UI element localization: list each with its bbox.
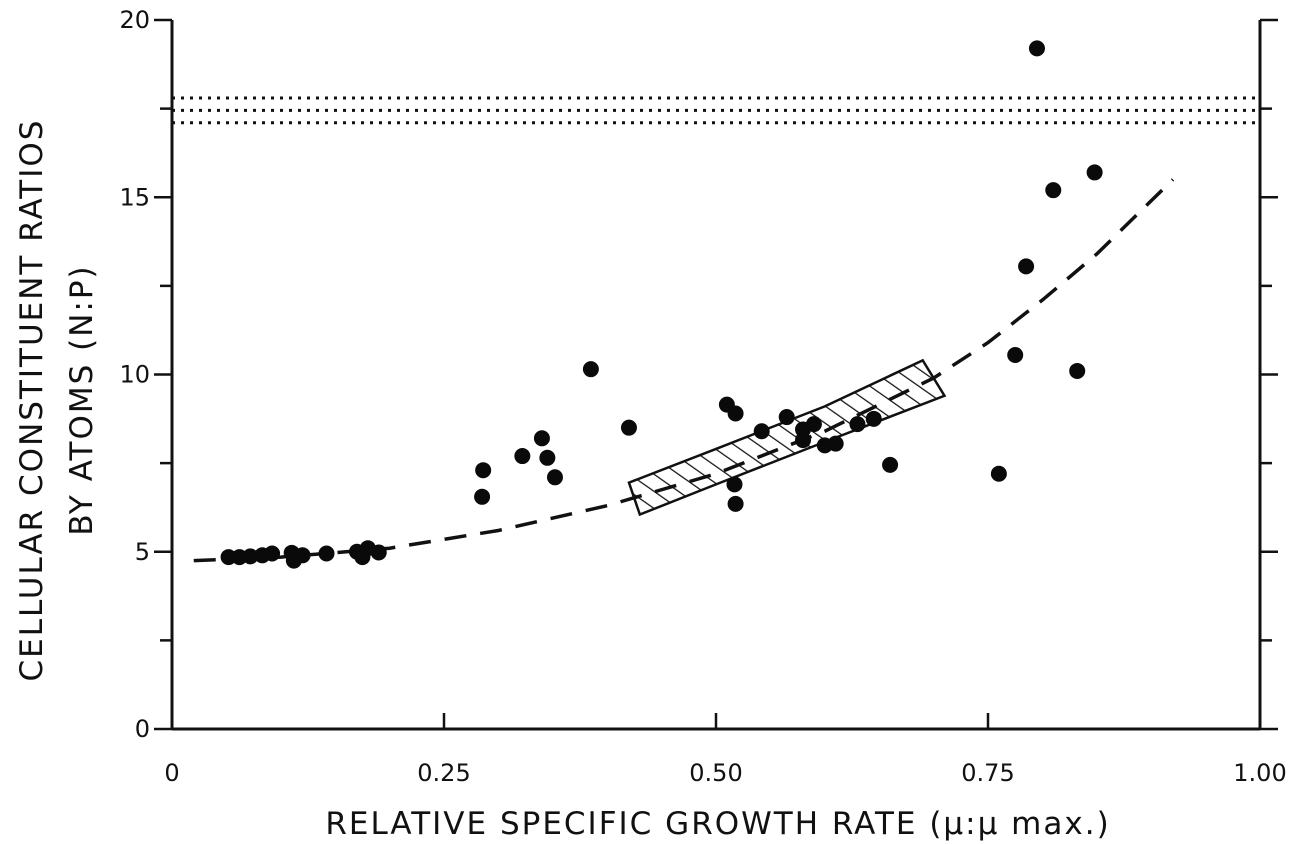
x-tick-label: 1.00 [1233, 759, 1286, 787]
data-point [539, 449, 556, 466]
trend-curve [193, 178, 1175, 563]
y-tick-label: 0 [135, 715, 150, 743]
axes [170, 20, 1262, 731]
x-axis-title: RELATIVE SPECIFIC GROWTH RATE (μ:μ max.) [325, 806, 1110, 842]
data-point [474, 488, 491, 505]
data-point [582, 361, 599, 378]
data-point [726, 476, 743, 493]
y-axis-title-line2: BY ATOMS (N:P) [64, 264, 100, 535]
x-tick-label: 0.25 [417, 759, 470, 787]
data-point [778, 409, 795, 426]
x-tick-label: 0 [164, 759, 179, 787]
reference-lines [172, 96, 1260, 125]
data-point [1086, 164, 1103, 181]
data-point [865, 410, 882, 427]
data-point [370, 544, 387, 561]
data-point [1018, 258, 1035, 275]
data-point [242, 548, 259, 565]
data-point [546, 469, 563, 486]
data-point [727, 495, 744, 512]
data-point [753, 423, 770, 440]
x-tick-label: 0.50 [689, 759, 742, 787]
data-point [533, 430, 550, 447]
data-point [1069, 362, 1086, 379]
y-tick-label: 5 [135, 538, 150, 566]
data-point [827, 435, 844, 452]
data-point [264, 545, 281, 562]
data-point [475, 462, 492, 479]
data-points [220, 40, 1103, 569]
hatched-band-shape [627, 358, 947, 517]
y-axis-title-line1: CELLULAR CONSTITUENT RATIOS [14, 119, 50, 682]
data-point [805, 416, 822, 433]
y-tick-label: 10 [119, 361, 150, 389]
hatched-band [627, 358, 947, 517]
data-point [1028, 40, 1045, 57]
data-point [727, 405, 744, 422]
y-tick-label: 15 [119, 183, 150, 211]
y-tick-label: 20 [119, 6, 150, 34]
data-point [849, 416, 866, 433]
data-point [1007, 347, 1024, 364]
data-point [514, 448, 531, 465]
trend-curve-path [193, 178, 1175, 563]
data-point [1045, 182, 1062, 199]
data-point [318, 545, 335, 562]
data-point [990, 465, 1007, 482]
data-point [294, 547, 311, 564]
x-tick-label: 0.75 [961, 759, 1014, 787]
data-point [882, 456, 899, 473]
ticks: 0 0.25 0.50 0.75 1.00 0 5 10 15 20 [119, 6, 1286, 787]
data-point [620, 419, 637, 436]
